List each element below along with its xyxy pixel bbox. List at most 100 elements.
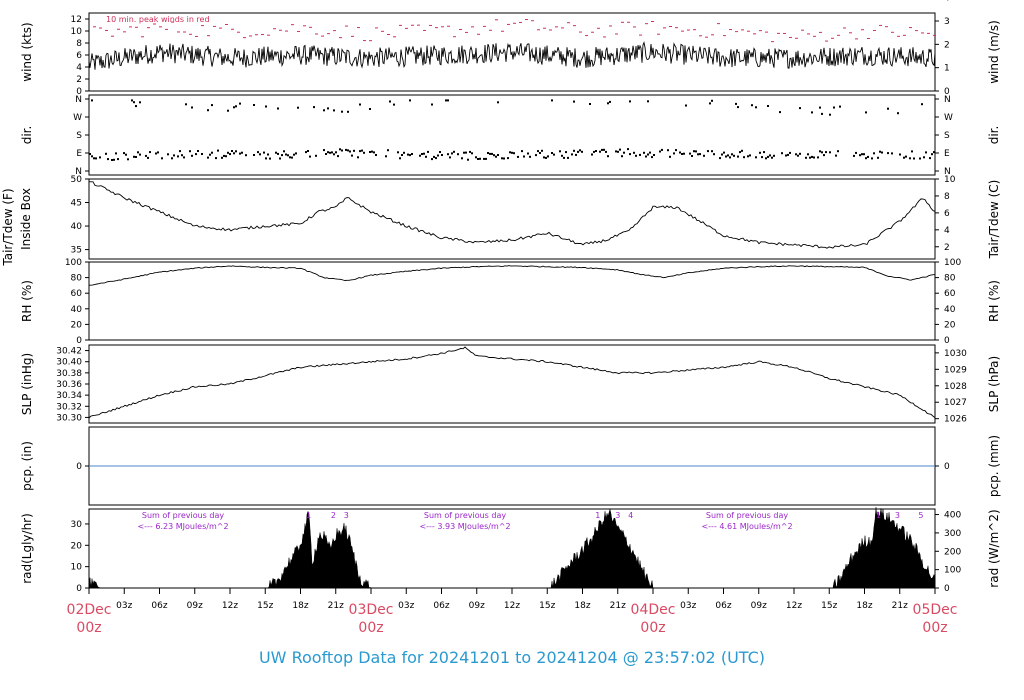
dir-point [123, 152, 125, 155]
dir-point [157, 151, 159, 154]
dir-point [837, 150, 839, 153]
dir-point [617, 150, 619, 153]
dir-point [397, 151, 399, 154]
dir-point [347, 149, 349, 152]
dir-point [191, 154, 193, 157]
dir-point [821, 151, 823, 154]
dir-point [235, 150, 237, 153]
dir-point [411, 153, 413, 155]
dir-point [739, 151, 741, 154]
rh-ytick-label-right: 20 [944, 320, 956, 330]
dir-point [639, 153, 641, 156]
dir-point [633, 151, 635, 154]
dir-point [503, 157, 505, 160]
dir-point [127, 158, 129, 161]
dir-point [189, 150, 191, 153]
dir-point [433, 155, 435, 158]
dir-point [489, 152, 491, 155]
x-tick-label: 12z [222, 601, 238, 611]
wind-ytick-label-right: 1 [944, 64, 950, 74]
dir-point [651, 156, 653, 159]
dir-point [221, 156, 223, 159]
dir-point [333, 109, 335, 112]
dir-point [267, 153, 269, 156]
dir-point [487, 152, 489, 154]
dir-point [345, 148, 347, 151]
dir-point [779, 111, 781, 114]
dir-point [661, 148, 663, 151]
dir-point [401, 154, 403, 156]
x-tick-label: 21z [610, 601, 626, 611]
dir-ytick-label-right: N [944, 95, 951, 105]
x-day-label: 02Dec [67, 602, 112, 618]
dir-point [891, 152, 893, 155]
dir-point [571, 153, 573, 156]
dir-point [521, 150, 523, 153]
dir-point [211, 104, 213, 107]
x-tick-label: 15z [539, 601, 555, 611]
dir-point [835, 154, 837, 157]
dir-point [353, 149, 355, 152]
dir-point [773, 154, 775, 157]
dir-point [679, 151, 681, 154]
rad-ytick-label-right: 0 [944, 584, 950, 594]
temp-ylabel-right: Tair/Tdew (C) [987, 180, 1001, 260]
dir-point [909, 157, 911, 160]
rad-ytick-label-left: 30 [71, 520, 83, 530]
dir-point [649, 151, 651, 154]
dir-point [813, 156, 815, 159]
dir-ytick-label-right: S [944, 131, 950, 141]
dir-point [447, 153, 449, 156]
dir-point [607, 155, 609, 158]
dir-point [593, 150, 595, 153]
x-tick-label: 21z [328, 601, 344, 611]
dir-point [335, 151, 337, 154]
dir-point [575, 153, 577, 156]
dir-point [387, 149, 389, 152]
dir-point [865, 111, 867, 114]
dir-point [451, 152, 453, 155]
dir-point [741, 149, 743, 152]
slp-ylabel-right: SLP (hPa) [987, 356, 1001, 412]
dir-point [371, 150, 373, 153]
temp-line [88, 181, 936, 249]
dir-point [825, 151, 827, 154]
slp-ytick-label-right: 1028 [944, 382, 967, 392]
dir-point [149, 151, 151, 154]
x-tick-label: 06z [433, 601, 449, 611]
dir-point [647, 100, 649, 103]
dir-point [113, 158, 115, 161]
wind-panel-frame [88, 12, 936, 92]
dir-point [393, 103, 395, 106]
dir-point [91, 99, 93, 102]
dir-point [449, 156, 451, 159]
wind-ytick-label-left: 10 [71, 27, 83, 37]
dir-point [769, 154, 771, 157]
pcp-ylabel-left: pcp. (in) [20, 441, 34, 491]
rh-ytick-label-left: 20 [71, 320, 83, 330]
dir-point [743, 156, 745, 159]
dir-point [277, 107, 279, 110]
dir-point [511, 151, 513, 154]
dir-point [135, 105, 137, 108]
dir-point [233, 152, 235, 155]
rad-ytick-label-right: 200 [944, 547, 961, 557]
dir-point [91, 155, 93, 158]
dir-point [727, 154, 729, 157]
dir-point [351, 154, 353, 157]
dir-point [431, 103, 433, 106]
dir-point [283, 150, 285, 153]
dir-point [253, 154, 255, 156]
dir-point [181, 154, 183, 157]
wind-ytick-label-right: 2 [944, 40, 950, 50]
dir-ylabel-left: dir. [20, 126, 34, 145]
dir-point [207, 109, 209, 112]
dir-point [419, 154, 421, 157]
dir-point [461, 157, 463, 160]
dir-point [239, 152, 241, 155]
rh-ytick-label-right: 60 [944, 289, 956, 299]
dir-point [315, 154, 317, 157]
dir-point [635, 154, 637, 157]
dir-point [809, 156, 811, 159]
dir-point [145, 154, 147, 157]
